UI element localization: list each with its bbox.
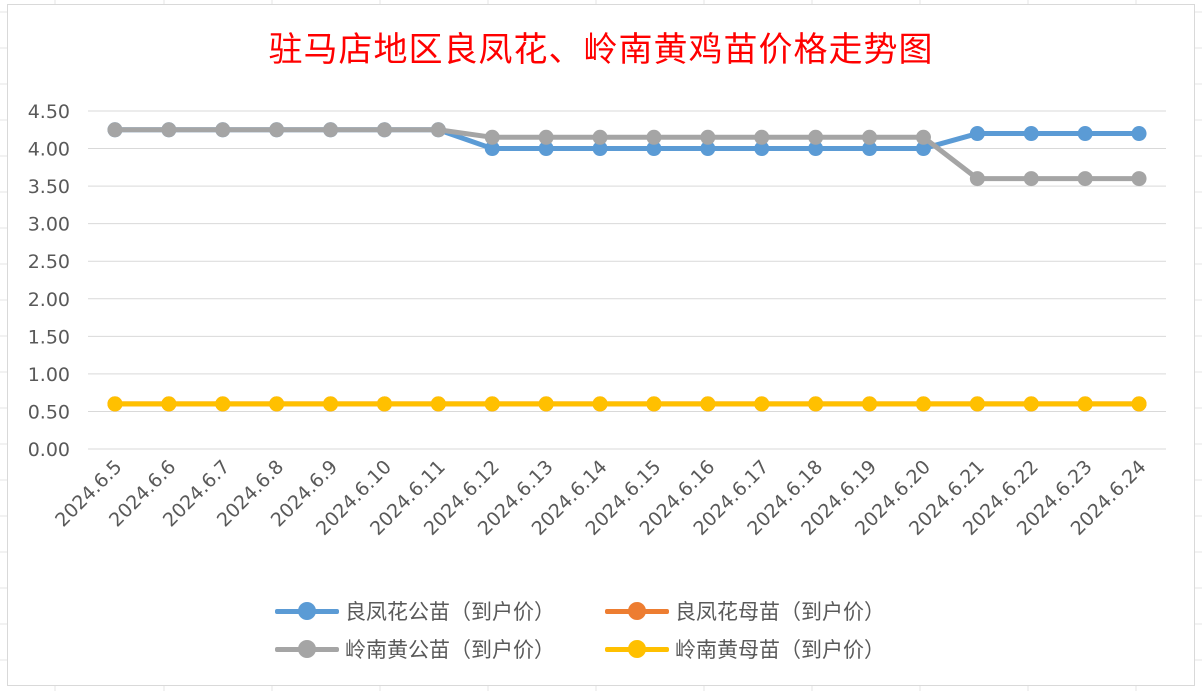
data-point — [1077, 171, 1093, 187]
legend: 良凤花公苗（到户价） 良凤花母苗（到户价） 岭南黄公苗（到户价） 岭南黄母苗（到… — [275, 592, 975, 668]
data-point — [700, 396, 716, 412]
data-point — [862, 396, 878, 412]
y-tick-label: 4.00 — [28, 139, 70, 161]
data-point — [646, 141, 662, 157]
data-point — [323, 396, 339, 412]
series-layer — [107, 122, 1147, 412]
data-point — [754, 129, 770, 145]
legend-swatch-icon — [605, 639, 669, 659]
y-tick-label: 0.50 — [28, 401, 70, 423]
legend-item-series-1[interactable]: 良凤花母苗（到户价） — [605, 596, 935, 626]
legend-item-series-3[interactable]: 岭南黄母苗（到户价） — [605, 634, 935, 664]
data-point — [430, 122, 446, 138]
series-line — [112, 127, 1142, 182]
data-point — [592, 141, 608, 157]
legend-label: 岭南黄母苗（到户价） — [675, 638, 885, 662]
data-point — [808, 396, 824, 412]
data-point — [107, 396, 123, 412]
data-point — [1023, 126, 1039, 142]
data-point — [1023, 171, 1039, 187]
legend-marker-icon — [628, 640, 646, 658]
legend-item-series-2[interactable]: 岭南黄公苗（到户价） — [275, 634, 605, 664]
data-point — [1077, 396, 1093, 412]
data-point — [161, 122, 177, 138]
legend-swatch-icon — [275, 639, 339, 659]
chart-area[interactable] — [7, 4, 1195, 686]
legend-swatch-icon — [605, 601, 669, 621]
legend-row: 良凤花公苗（到户价） 良凤花母苗（到户价） — [275, 592, 975, 630]
y-tick-label: 2.00 — [28, 289, 70, 311]
data-point — [915, 396, 931, 412]
data-point — [538, 129, 554, 145]
data-point — [646, 396, 662, 412]
data-point — [215, 396, 231, 412]
data-point — [484, 141, 500, 157]
data-point — [484, 129, 500, 145]
data-point — [646, 129, 662, 145]
data-point — [269, 122, 285, 138]
y-tick-label: 3.00 — [28, 214, 70, 236]
y-tick-label: 4.50 — [28, 101, 70, 123]
series-2 — [107, 122, 1147, 187]
data-point — [969, 126, 985, 142]
legend-marker-icon — [298, 602, 316, 620]
data-point — [862, 129, 878, 145]
data-point — [700, 129, 716, 145]
data-point — [808, 129, 824, 145]
legend-label: 岭南黄公苗（到户价） — [345, 638, 555, 662]
data-point — [1131, 396, 1147, 412]
data-point — [1023, 396, 1039, 412]
data-point — [161, 396, 177, 412]
data-point — [107, 122, 123, 138]
data-point — [376, 122, 392, 138]
x-axis: 2024.6.52024.6.62024.6.72024.6.82024.6.9… — [51, 456, 1150, 540]
data-point — [862, 141, 878, 157]
series-3 — [107, 396, 1147, 412]
y-tick-label: 1.00 — [28, 364, 70, 386]
legend-swatch-icon — [275, 601, 339, 621]
data-point — [484, 396, 500, 412]
y-tick-label: 2.50 — [28, 251, 70, 273]
y-tick-label: 0.00 — [28, 439, 70, 461]
data-point — [969, 171, 985, 187]
legend-label: 良凤花母苗（到户价） — [675, 600, 885, 624]
data-point — [754, 396, 770, 412]
legend-row: 岭南黄公苗（到户价） 岭南黄母苗（到户价） — [275, 630, 975, 668]
y-tick-label: 1.50 — [28, 326, 70, 348]
legend-marker-icon — [628, 602, 646, 620]
legend-label: 良凤花公苗（到户价） — [345, 600, 555, 624]
legend-marker-icon — [298, 640, 316, 658]
chart-title: 驻马店地区良凤花、岭南黄鸡苗价格走势图 — [268, 30, 934, 70]
data-point — [1131, 126, 1147, 142]
data-point — [592, 396, 608, 412]
data-point — [915, 129, 931, 145]
data-point — [430, 396, 446, 412]
data-point — [538, 396, 554, 412]
data-point — [754, 141, 770, 157]
data-point — [376, 396, 392, 412]
legend-item-series-0[interactable]: 良凤花公苗（到户价） — [275, 596, 605, 626]
data-point — [538, 141, 554, 157]
data-point — [592, 129, 608, 145]
data-point — [323, 122, 339, 138]
y-tick-label: 3.50 — [28, 176, 70, 198]
gridlines — [88, 110, 1166, 450]
data-point — [1131, 171, 1147, 187]
data-point — [969, 396, 985, 412]
y-axis: 0.00 0.50 1.00 1.50 2.00 2.50 3.00 3.50 4.00 4.50 — [28, 101, 70, 461]
data-point — [915, 141, 931, 157]
data-point — [700, 141, 716, 157]
data-point — [1077, 126, 1093, 142]
data-point — [215, 122, 231, 138]
data-point — [269, 396, 285, 412]
data-point — [808, 141, 824, 157]
